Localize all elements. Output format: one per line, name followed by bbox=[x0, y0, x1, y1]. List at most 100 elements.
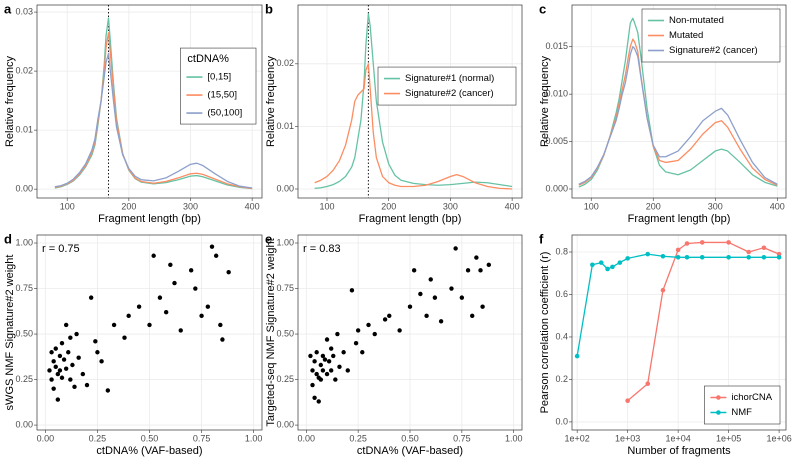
x-tick-label: 0.50 bbox=[141, 433, 159, 443]
point bbox=[617, 260, 623, 265]
point bbox=[70, 362, 75, 368]
point bbox=[428, 277, 433, 282]
point bbox=[746, 249, 752, 255]
y-tick-label: 0.00 bbox=[15, 184, 33, 194]
panel: 0.00 0.25 0.50 0.75 1.00 0.00 0.25 0.50 0.75 1.00… bbox=[4, 231, 263, 456]
y-axis-title: Targeted-seq NMF Signature#2 weight bbox=[265, 238, 277, 426]
y-tick-label: 0.6 bbox=[555, 289, 568, 299]
legend-label: NMF bbox=[731, 407, 752, 418]
x-tick-label: 0.75 bbox=[193, 433, 211, 443]
point bbox=[57, 368, 63, 373]
legend-box bbox=[180, 47, 257, 125]
x-tick-label: 400 bbox=[770, 201, 785, 211]
point bbox=[172, 280, 177, 286]
y-tick-label: 0.02 bbox=[276, 58, 294, 68]
point bbox=[353, 340, 359, 346]
plot-border bbox=[36, 4, 263, 199]
point bbox=[660, 253, 666, 259]
x-axis-title: Fragment length (bp) bbox=[628, 213, 731, 225]
point bbox=[478, 268, 483, 273]
point bbox=[699, 240, 705, 245]
x-tick-label: 100 bbox=[60, 201, 75, 211]
point bbox=[486, 262, 492, 268]
y-tick-label: 0.01 bbox=[276, 121, 294, 131]
point bbox=[205, 304, 211, 309]
y-tick-label: 0.015 bbox=[545, 41, 568, 51]
point bbox=[333, 377, 338, 382]
y-tick-label: 0.000 bbox=[545, 183, 568, 193]
point bbox=[49, 377, 54, 382]
point bbox=[372, 331, 377, 337]
point bbox=[312, 395, 317, 400]
point bbox=[314, 350, 319, 355]
legend-label: Non-mutated bbox=[669, 15, 724, 26]
point bbox=[449, 286, 454, 291]
point bbox=[645, 251, 651, 257]
point bbox=[432, 295, 438, 300]
x-tick-label: 300 bbox=[443, 201, 458, 211]
point bbox=[355, 328, 361, 333]
point bbox=[418, 291, 423, 297]
panel-label: b bbox=[265, 1, 273, 16]
point bbox=[625, 398, 630, 403]
panel: 0.00 0.01 0.02 0.03 100 200 300 400 a Fragment le… bbox=[4, 1, 263, 225]
x-tick-label: 100 bbox=[319, 201, 334, 211]
legend-box bbox=[377, 66, 517, 106]
point bbox=[314, 371, 319, 377]
legend-label: (15,50] bbox=[207, 90, 237, 101]
point bbox=[776, 255, 782, 260]
point bbox=[382, 317, 388, 322]
point bbox=[590, 262, 595, 268]
legend-label: ichorCNA bbox=[731, 392, 772, 403]
annotation: r = 0.83 bbox=[303, 243, 341, 255]
x-tick-label: 300 bbox=[183, 201, 198, 211]
point bbox=[320, 368, 326, 373]
panel-label: f bbox=[539, 231, 544, 246]
point bbox=[80, 371, 86, 377]
point bbox=[761, 255, 767, 260]
point bbox=[366, 322, 371, 328]
point bbox=[49, 350, 54, 355]
point bbox=[147, 322, 152, 328]
series-line bbox=[576, 253, 780, 357]
point bbox=[331, 353, 336, 359]
point bbox=[345, 368, 350, 373]
y-tick-label: 0.005 bbox=[545, 136, 568, 146]
point bbox=[360, 350, 365, 355]
panel-label: a bbox=[4, 1, 12, 16]
point bbox=[93, 339, 98, 344]
y-tick-label: 1.00 bbox=[15, 237, 33, 247]
point bbox=[316, 399, 321, 404]
plot-border bbox=[571, 234, 787, 431]
legend-key-point bbox=[716, 395, 721, 400]
point bbox=[99, 359, 104, 364]
series-line bbox=[314, 13, 513, 190]
point bbox=[308, 353, 313, 359]
x-tick-label: 200 bbox=[646, 201, 661, 211]
y-tick-label: 0.0 bbox=[555, 416, 568, 426]
point bbox=[328, 346, 334, 351]
point bbox=[157, 295, 163, 300]
x-axis-title: Number of fragments bbox=[627, 445, 731, 457]
point bbox=[136, 304, 142, 309]
annotation: r = 0.75 bbox=[42, 243, 80, 255]
legend-box bbox=[704, 385, 781, 425]
plot-border bbox=[571, 4, 787, 199]
point bbox=[453, 246, 458, 251]
point bbox=[111, 322, 117, 328]
legend: ctDNA% [0,15] (15,50] (50,100] bbox=[180, 47, 257, 125]
point bbox=[59, 375, 65, 380]
y-axis-title: Pearson correlation coefficient (r) bbox=[539, 252, 551, 414]
x-tick-label: 1e+05 bbox=[716, 433, 741, 443]
point bbox=[76, 355, 81, 360]
point bbox=[61, 357, 67, 362]
point bbox=[53, 364, 58, 370]
point bbox=[699, 255, 705, 260]
y-tick-label: 0.03 bbox=[15, 6, 33, 16]
point bbox=[761, 245, 767, 251]
point bbox=[74, 331, 79, 337]
legend-box bbox=[641, 8, 781, 63]
point bbox=[326, 359, 332, 364]
point bbox=[465, 268, 471, 273]
